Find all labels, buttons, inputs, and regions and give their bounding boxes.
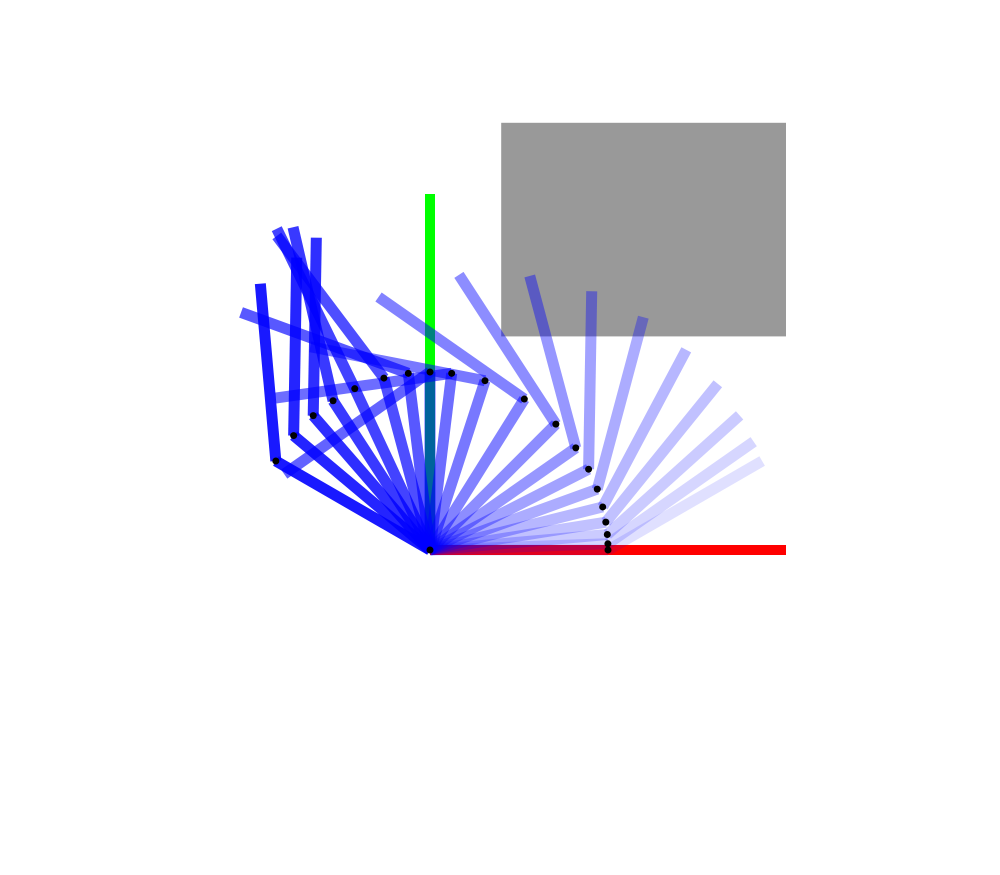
link-2 — [597, 347, 692, 510]
link-1 — [427, 464, 592, 555]
link-1 — [429, 538, 609, 556]
elbow-joint — [572, 444, 580, 452]
obstacle-layer — [501, 122, 786, 337]
elbow-joint — [329, 397, 337, 405]
link-1 — [425, 396, 529, 553]
elbow-joint — [309, 412, 317, 420]
link-2 — [583, 291, 598, 470]
link-1 — [426, 443, 579, 555]
elbow-joint — [603, 530, 611, 538]
link-2 — [375, 292, 528, 404]
link-1 — [429, 516, 607, 556]
joints-layer — [272, 368, 612, 554]
elbow-joint — [552, 420, 560, 428]
base-joint — [426, 546, 434, 554]
elbow-joint — [272, 457, 280, 465]
elbow-joint — [351, 385, 359, 393]
elbow-joint — [404, 369, 412, 377]
obstacle-rect — [501, 122, 786, 337]
link-2 — [288, 257, 303, 436]
elbow-joint — [290, 432, 298, 440]
link-2 — [603, 411, 744, 539]
link-1 — [428, 483, 600, 556]
link-2 — [254, 283, 282, 462]
link-1 — [426, 420, 560, 554]
elbow-joint — [585, 465, 593, 473]
elbow-joint — [599, 503, 607, 511]
elbow-joint — [604, 540, 612, 548]
link-2 — [454, 271, 561, 428]
elbow-joint — [604, 546, 612, 554]
elbow-joint — [520, 395, 528, 403]
elbow-joint — [593, 485, 601, 493]
elbow-joint — [481, 377, 489, 385]
link-2 — [605, 456, 765, 555]
link-1 — [424, 379, 491, 552]
link-1 — [428, 501, 605, 556]
link-2 — [307, 237, 322, 416]
elbow-joint — [602, 518, 610, 526]
link-2 — [604, 437, 757, 549]
link-2 — [601, 380, 723, 526]
elbow-joint — [448, 369, 456, 377]
links-layer — [239, 226, 765, 556]
link-1 — [429, 529, 608, 556]
link-2 — [591, 315, 649, 491]
link-1 — [273, 456, 433, 555]
elbow-joint — [426, 368, 434, 376]
elbow-joint — [380, 374, 388, 382]
link-2 — [524, 274, 582, 450]
